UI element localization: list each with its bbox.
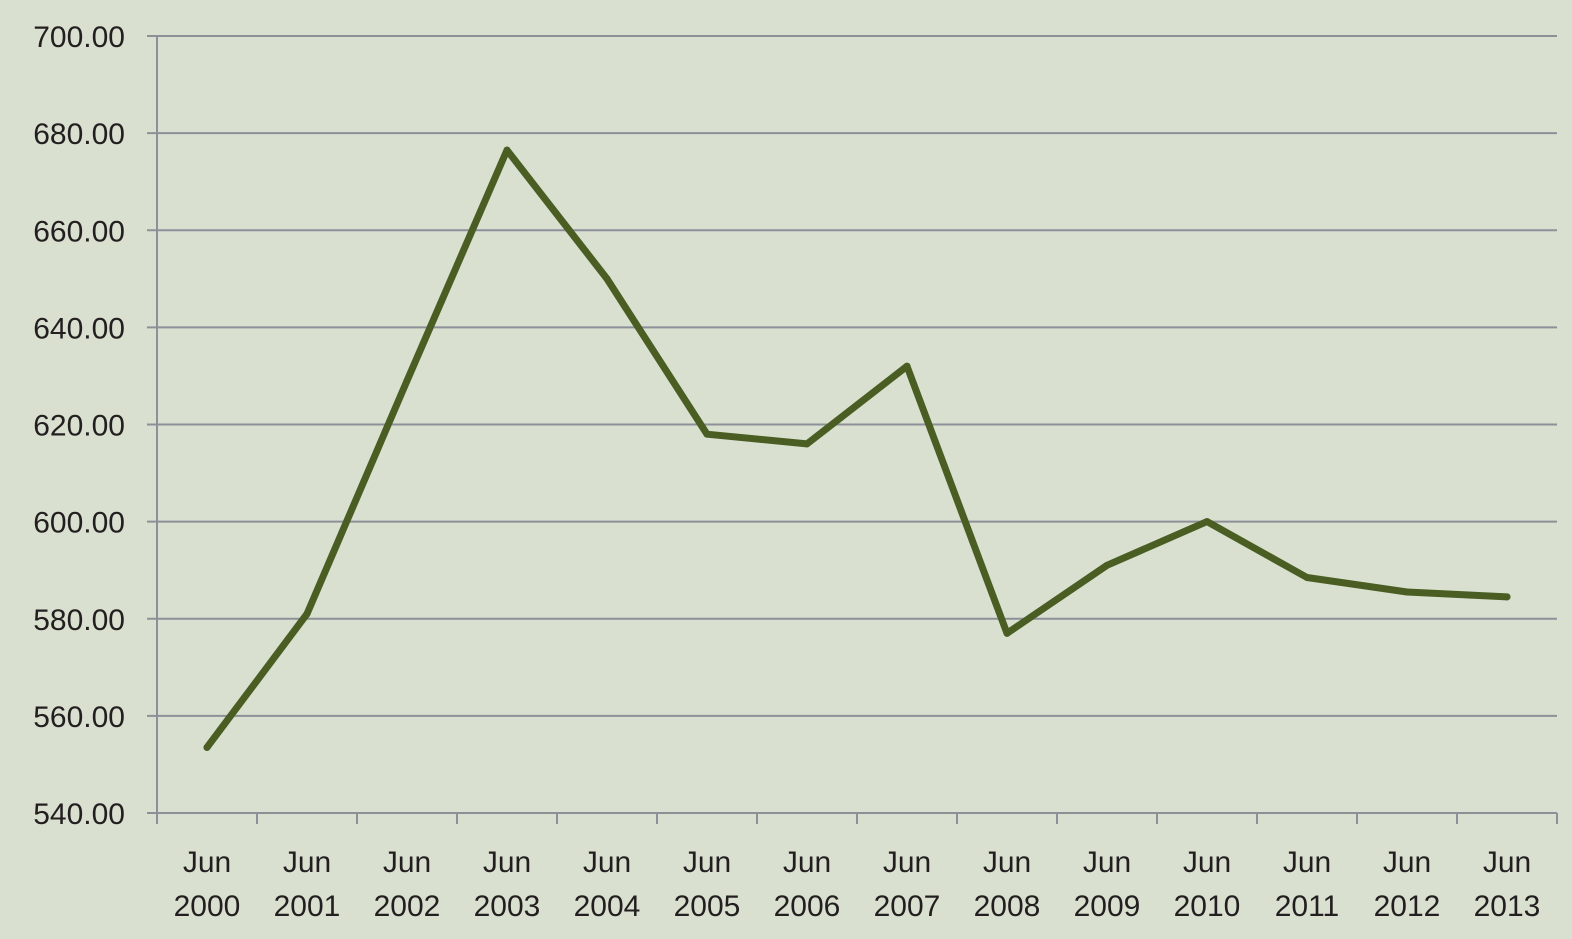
x-tick-label-month: Jun <box>1183 846 1231 879</box>
x-tick-label-year: 2007 <box>874 890 941 923</box>
x-tick-label: Jun 2008 <box>974 846 1041 923</box>
series-line-0 <box>203 146 1511 751</box>
y-tick-label: 680.00 <box>33 118 125 151</box>
grid-lines <box>157 35 1557 717</box>
x-tick-label-year: 2006 <box>774 890 841 923</box>
x-tick-label-year: 2008 <box>974 890 1041 923</box>
data-point <box>703 430 711 438</box>
y-tick-label: 560.00 <box>33 701 125 734</box>
x-tick-label-month: Jun <box>683 846 731 879</box>
x-tick-label-month: Jun <box>1083 846 1131 879</box>
data-point <box>403 377 411 385</box>
data-point <box>1003 629 1011 637</box>
x-tick-label-month: Jun <box>183 846 231 879</box>
x-tick-label-month: Jun <box>883 846 931 879</box>
x-tick-label-year: 2009 <box>1074 890 1141 923</box>
x-tick-label-year: 2012 <box>1374 890 1441 923</box>
x-tick-label: Jun 2013 <box>1474 846 1541 923</box>
x-tick-label: Jun 2010 <box>1174 846 1241 923</box>
x-tick-label-year: 2002 <box>374 890 441 923</box>
x-tick-label: Jun 2009 <box>1074 846 1141 923</box>
x-axis-tick-labels: Jun 2000 Jun 2001 Jun 2002 Jun 2003 Jun 2004 Jun 20… <box>174 846 1541 923</box>
series-layer <box>203 146 1511 751</box>
y-tick-label: 580.00 <box>33 604 125 637</box>
x-tick-label-month: Jun <box>583 846 631 879</box>
data-point <box>1303 573 1311 581</box>
x-tick-label-year: 2010 <box>1174 890 1241 923</box>
y-axis-tick-labels: 540.00 560.00 580.00 600.00 620.00 640.00 660.… <box>33 21 125 831</box>
x-tick-label-year: 2013 <box>1474 890 1541 923</box>
x-tick-label: Jun 2004 <box>574 846 641 923</box>
x-tick-label: Jun 2006 <box>774 846 841 923</box>
y-tick-label: 620.00 <box>33 410 125 443</box>
y-tick-label: 660.00 <box>33 215 125 248</box>
x-tick-label-year: 2011 <box>1275 890 1340 923</box>
x-tick-label: Jun 2001 <box>274 846 341 923</box>
axes <box>147 35 1558 824</box>
y-tick-label: 600.00 <box>33 507 125 540</box>
data-point <box>503 146 511 154</box>
x-tick-label: Jun 2003 <box>474 846 541 923</box>
x-tick-label: Jun 2000 <box>174 846 241 923</box>
data-point <box>603 275 611 283</box>
y-tick-label: 700.00 <box>33 21 125 54</box>
x-tick-label: Jun 2002 <box>374 846 441 923</box>
x-tick-label-month: Jun <box>283 846 331 879</box>
x-tick-label: Jun 2005 <box>674 846 741 923</box>
x-tick-label-month: Jun <box>783 846 831 879</box>
data-point <box>303 610 311 618</box>
x-tick-label-month: Jun <box>983 846 1031 879</box>
data-point <box>203 743 211 751</box>
x-tick-label-year: 2000 <box>174 890 241 923</box>
data-point <box>1403 588 1411 596</box>
x-tick-label: Jun 2011 <box>1275 846 1340 923</box>
x-tick-label-year: 2001 <box>274 890 341 923</box>
x-tick-label-month: Jun <box>483 846 531 879</box>
x-tick-label-month: Jun <box>1383 846 1431 879</box>
y-tick-label: 640.00 <box>33 312 125 345</box>
x-tick-label-month: Jun <box>1283 846 1331 879</box>
x-tick-label-year: 2003 <box>474 890 541 923</box>
data-point <box>1103 561 1111 569</box>
x-tick-label: Jun 2012 <box>1374 846 1441 923</box>
data-point <box>1503 593 1511 601</box>
y-tick-label: 540.00 <box>33 798 125 831</box>
x-tick-label: Jun 2007 <box>874 846 941 923</box>
data-point <box>803 440 811 448</box>
x-tick-label-year: 2005 <box>674 890 741 923</box>
data-point <box>1203 518 1211 526</box>
data-point <box>903 362 911 370</box>
x-tick-label-month: Jun <box>1483 846 1531 879</box>
x-tick-label-year: 2004 <box>574 890 641 923</box>
x-tick-label-month: Jun <box>383 846 431 879</box>
